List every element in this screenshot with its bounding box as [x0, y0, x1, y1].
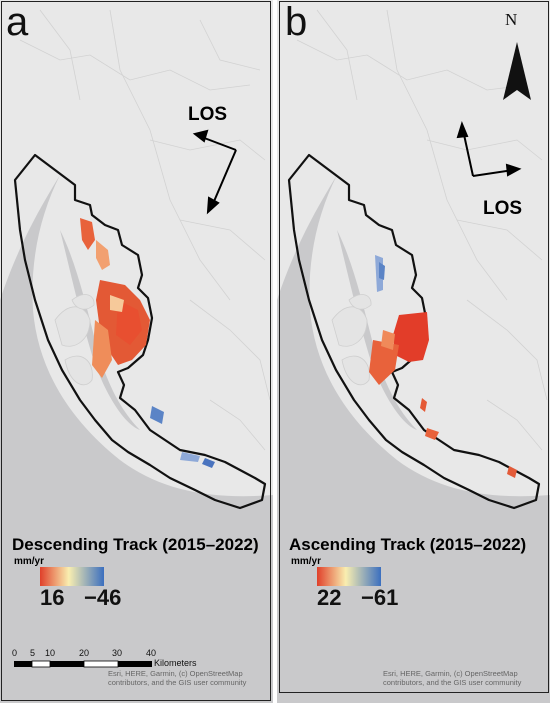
- study-area-boundary: [287, 153, 541, 510]
- legend-max-value: −46: [84, 585, 122, 610]
- legend-color-ramp: [317, 567, 381, 586]
- los-label: LOS: [188, 104, 228, 125]
- basemap-roads: [296, 9, 548, 451]
- map-canvas-b: [277, 0, 550, 703]
- map-panel-a: a LOS Descending Track (2015–2022) mm/yr…: [0, 0, 273, 703]
- legend-min-value: 16: [40, 585, 65, 610]
- legend-title: Ascending Track (2015–2022): [289, 535, 527, 554]
- scale-unit-label: Kilometers: [154, 658, 197, 668]
- panel-label: a: [6, 0, 29, 44]
- scale-tick-label: 0: [12, 648, 18, 658]
- panel-label: b: [285, 0, 308, 44]
- scale-bar: [14, 660, 152, 668]
- scale-tick-label: 40: [146, 648, 157, 658]
- legend-unit: mm/yr: [14, 556, 45, 567]
- water-channel: [60, 230, 140, 430]
- los-arrows: [192, 129, 237, 215]
- scale-tick-label: 20: [79, 648, 90, 658]
- map-panel-b: b N LOS Ascending Track (2015–2022) mm/y…: [277, 0, 550, 703]
- scale-tick-label: 10: [45, 648, 56, 658]
- legend-title: Descending Track (2015–2022): [12, 535, 259, 554]
- islands: [54, 294, 95, 386]
- legend-color-ramp: [40, 567, 104, 586]
- los-label: LOS: [483, 198, 523, 219]
- study-area-boundary: [13, 153, 267, 510]
- legend-max-value: −61: [361, 585, 399, 610]
- scale-tick-label: 5: [30, 648, 36, 658]
- basemap-roads: [19, 9, 271, 451]
- water-channel: [337, 230, 417, 430]
- map-canvas-a: [0, 0, 273, 703]
- legend-unit: mm/yr: [291, 556, 322, 567]
- los-arrows: [456, 121, 522, 177]
- map-attribution: Esri, HERE, Garmin, (c) OpenStreetMap co…: [383, 669, 522, 687]
- map-attribution: Esri, HERE, Garmin, (c) OpenStreetMap co…: [108, 669, 247, 687]
- north-label: N: [505, 10, 518, 29]
- insar-patches: [80, 218, 215, 468]
- north-arrow-icon: [503, 42, 531, 100]
- legend-min-value: 22: [317, 585, 342, 610]
- insar-patches: [369, 255, 517, 478]
- islands: [331, 294, 372, 386]
- scale-tick-label: 30: [112, 648, 123, 658]
